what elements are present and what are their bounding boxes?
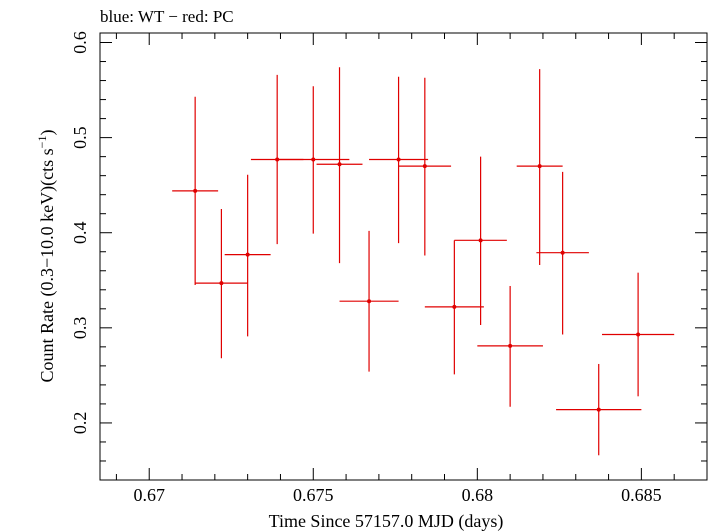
data-points	[172, 67, 675, 456]
data-point	[277, 86, 350, 234]
data-marker	[311, 157, 316, 162]
data-marker	[537, 164, 542, 169]
x-tick-label: 0.68	[462, 485, 494, 505]
data-point	[339, 230, 399, 372]
x-tick-label: 0.685	[621, 485, 662, 505]
data-marker	[219, 281, 224, 286]
data-point	[477, 285, 543, 407]
chart-title: blue: WT − red: PC	[100, 7, 234, 26]
data-marker	[508, 343, 513, 348]
x-tick-label: 0.67	[133, 485, 165, 505]
data-marker	[478, 238, 483, 243]
data-point	[195, 208, 248, 359]
data-point	[398, 77, 452, 256]
data-point	[556, 363, 642, 456]
data-point	[516, 69, 563, 266]
data-marker	[422, 164, 427, 169]
data-point	[424, 240, 484, 375]
y-tick-label: 0.6	[70, 31, 90, 54]
x-tick-label: 0.675	[293, 485, 334, 505]
y-tick-label: 0.2	[70, 412, 90, 435]
y-tick-label: 0.5	[70, 126, 90, 149]
data-marker	[337, 162, 342, 167]
data-marker	[596, 407, 601, 412]
y-tick-label: 0.4	[70, 221, 90, 244]
data-point	[172, 96, 219, 286]
data-point	[536, 171, 589, 335]
data-marker	[245, 252, 250, 257]
y-axis-label-superscript: −1	[35, 136, 49, 149]
y-axis-label-main: Count Rate (0.3−10.0 keV)(cts s	[37, 148, 58, 382]
y-axis-label: Count Rate (0.3−10.0 keV)(cts s−1)	[35, 130, 58, 383]
y-axis-label-close: )	[37, 130, 58, 136]
data-point	[369, 76, 429, 244]
data-marker	[636, 332, 641, 337]
data-point	[454, 156, 507, 325]
data-marker	[396, 157, 401, 162]
y-tick-label: 0.3	[70, 317, 90, 340]
data-point	[602, 272, 675, 397]
plot-frame	[99, 32, 708, 481]
data-marker	[193, 188, 198, 193]
data-point	[224, 174, 271, 337]
x-tick-labels: 0.67 0.675 0.68 0.685	[133, 485, 661, 505]
x-axis-label: Time Since 57157.0 MJD (days)	[269, 511, 504, 532]
data-point	[316, 67, 363, 264]
data-marker	[452, 304, 457, 309]
data-marker	[560, 250, 565, 255]
y-tick-labels: 0.2 0.3 0.4 0.5 0.6	[70, 31, 90, 434]
data-marker	[367, 299, 372, 304]
axis-ticks	[100, 33, 708, 480]
